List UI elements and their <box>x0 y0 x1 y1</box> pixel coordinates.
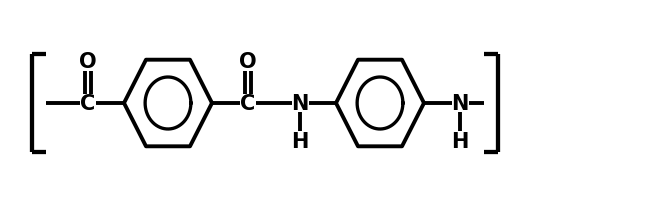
Text: N: N <box>291 94 309 114</box>
Text: H: H <box>291 131 309 151</box>
Text: C: C <box>241 94 256 114</box>
Text: C: C <box>80 94 95 114</box>
Text: O: O <box>239 52 257 72</box>
Text: H: H <box>451 131 469 151</box>
Text: O: O <box>79 52 97 72</box>
Text: N: N <box>451 94 469 114</box>
